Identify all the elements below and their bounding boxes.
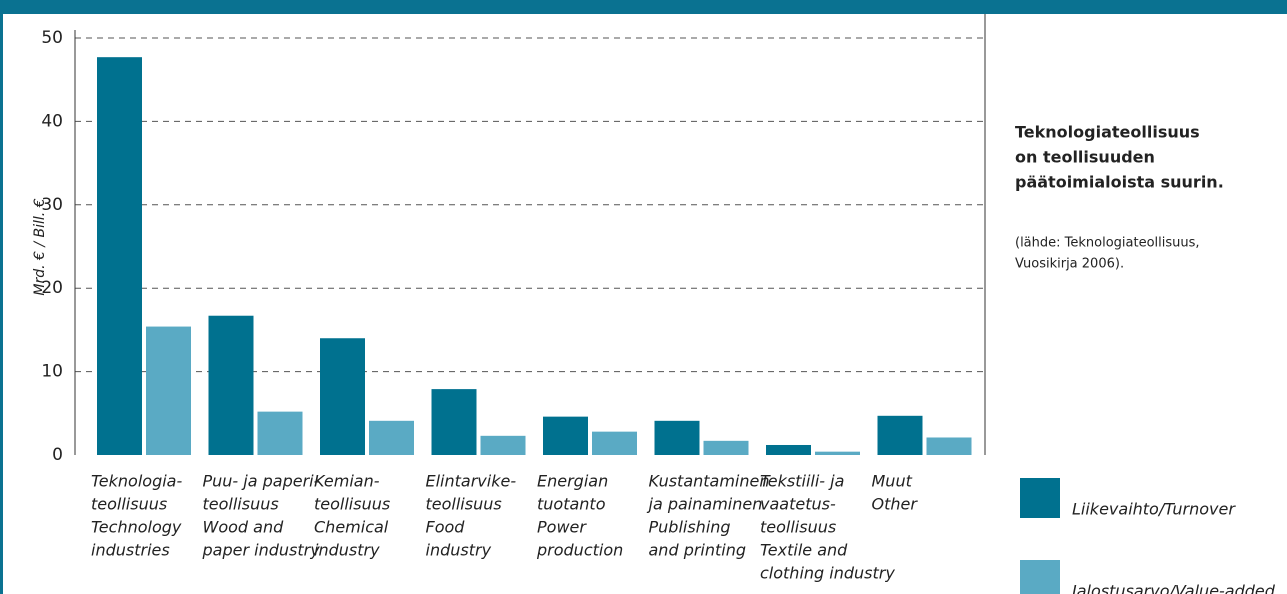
legend-swatch [1020, 478, 1060, 518]
y-tick-label: 10 [41, 362, 63, 382]
headline: Teknologiateollisuus [1015, 123, 1200, 142]
bar [369, 420, 414, 455]
x-tick-label: Elintarvike- [426, 472, 517, 491]
x-tick-label: production [536, 541, 623, 560]
x-tick-label: Other [872, 495, 919, 514]
x-tick-label: Tekstiili- ja [760, 472, 844, 491]
x-tick-label: Kemian- [314, 472, 380, 491]
x-tick-label: teollisuus [203, 495, 279, 514]
bar [257, 411, 303, 455]
bar [97, 57, 142, 455]
headline: päätoimialoista suurin. [1015, 173, 1224, 192]
x-tick-label: industry [314, 541, 380, 560]
x-tick-label: Textile and [760, 541, 848, 560]
legend-label: Liikevaihto/Turnover [1072, 500, 1236, 519]
y-tick-label: 40 [41, 111, 63, 131]
left-border [0, 0, 3, 594]
bar [877, 415, 923, 455]
source-note: Vuosikirja 2006). [1015, 257, 1124, 272]
x-tick-label: Food [426, 518, 466, 537]
x-tick-label: Teknologia- [91, 472, 182, 491]
x-tick-label: teollisuus [91, 495, 167, 514]
top-bar [0, 0, 1287, 14]
bar [654, 420, 700, 455]
bar [815, 451, 860, 455]
x-tick-label: paper industry [202, 541, 321, 560]
y-tick-label: 0 [52, 445, 63, 465]
bar [766, 444, 811, 455]
bar [431, 389, 477, 455]
bar [703, 440, 749, 455]
x-tick-label: Publishing [649, 518, 731, 537]
bar [926, 437, 972, 455]
bar [543, 416, 588, 455]
x-tick-label: Kustantaminen [649, 472, 770, 491]
bar [592, 431, 637, 455]
legend-label: Jalostusarvo/Value-added [1069, 582, 1276, 594]
bar [146, 326, 191, 455]
x-tick-label: teollisuus [426, 495, 502, 514]
x-tick-label: Puu- ja paperi- [203, 472, 320, 491]
x-tick-label: clothing industry [760, 564, 895, 583]
y-tick-label: 30 [41, 195, 63, 215]
bar [320, 338, 365, 455]
x-tick-label: industries [91, 541, 170, 560]
x-tick-label: tuotanto [537, 495, 606, 514]
x-tick-label: Power [537, 518, 587, 537]
bar [480, 435, 526, 455]
x-tick-label: teollisuus [760, 518, 836, 537]
legend-swatch [1020, 560, 1060, 594]
source-note: (lähde: Teknologiateollisuus, [1015, 236, 1200, 251]
y-tick-label: 20 [41, 278, 63, 298]
x-tick-label: teollisuus [314, 495, 390, 514]
x-tick-label: Muut [872, 472, 913, 491]
x-tick-label: industry [426, 541, 492, 560]
x-tick-label: vaatetus- [760, 495, 836, 514]
bar [208, 315, 254, 455]
headline: on teollisuuden [1015, 148, 1155, 167]
x-tick-label: and printing [649, 541, 747, 560]
x-tick-label: Technology [91, 518, 182, 537]
y-tick-label: 50 [41, 28, 63, 48]
y-axis-label: Mrd. € / Bill. € [32, 198, 48, 295]
x-tick-label: ja painaminen [647, 495, 763, 514]
x-tick-label: Energian [537, 472, 608, 491]
x-tick-label: Wood and [203, 518, 285, 537]
x-tick-label: Chemical [314, 518, 389, 537]
